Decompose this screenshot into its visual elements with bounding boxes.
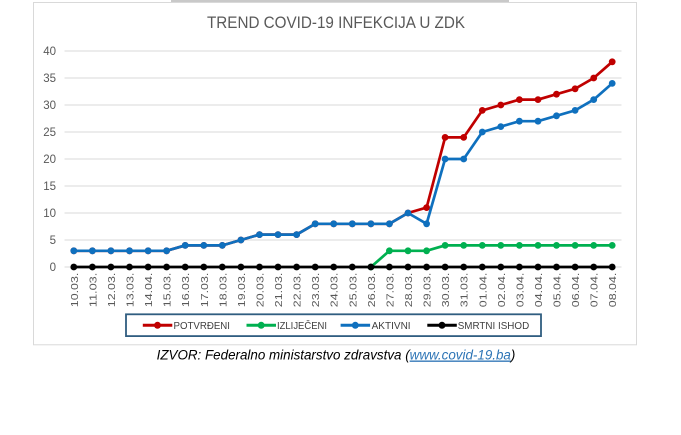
svg-text:SMRTNI ISHOD: SMRTNI ISHOD <box>458 320 530 332</box>
svg-text:29.03.: 29.03. <box>422 273 434 308</box>
svg-text:02.04.: 02.04. <box>496 273 508 308</box>
svg-text:15.03.: 15.03. <box>162 273 174 308</box>
svg-text:30: 30 <box>43 100 56 112</box>
svg-text:POTVRĐENI: POTVRĐENI <box>174 320 231 332</box>
svg-text:17.03.: 17.03. <box>199 273 211 308</box>
svg-text:21.03.: 21.03. <box>273 273 285 308</box>
svg-text:10: 10 <box>43 208 56 220</box>
svg-text:14.04.: 14.04. <box>143 273 155 308</box>
svg-text:15: 15 <box>43 181 56 193</box>
svg-text:25.03.: 25.03. <box>347 273 359 308</box>
svg-text:25: 25 <box>43 127 56 139</box>
svg-text:AKTIVNI: AKTIVNI <box>372 320 411 332</box>
svg-text:08.04.: 08.04. <box>607 273 619 308</box>
svg-text:01.04.: 01.04. <box>477 273 489 308</box>
svg-text:35: 35 <box>43 73 56 85</box>
svg-text:0: 0 <box>50 262 56 274</box>
svg-text:40: 40 <box>43 46 56 58</box>
svg-text:12.03.: 12.03. <box>106 273 118 308</box>
svg-text:IZVOR: Federalno ministarstvo: IZVOR: Federalno ministarstvo zdravstva … <box>157 348 516 363</box>
svg-text:27.03.: 27.03. <box>384 273 396 308</box>
svg-text:30.03.: 30.03. <box>440 273 452 308</box>
svg-text:31.03.: 31.03. <box>459 273 471 308</box>
svg-text:26.03.: 26.03. <box>366 273 378 308</box>
svg-text:16.03.: 16.03. <box>180 273 192 308</box>
svg-text:11.03.: 11.03. <box>87 273 99 308</box>
svg-text:19.03.: 19.03. <box>236 273 248 308</box>
svg-text:13.03.: 13.03. <box>125 273 137 308</box>
svg-text:5: 5 <box>50 235 56 247</box>
svg-text:TREND COVID-19 INFEKCIJA U ZDK: TREND COVID-19 INFEKCIJA U ZDK <box>207 13 466 32</box>
svg-text:22.03.: 22.03. <box>292 273 304 308</box>
svg-text:24.03.: 24.03. <box>329 273 341 308</box>
svg-text:10.03.: 10.03. <box>69 273 81 308</box>
svg-text:06.04.: 06.04. <box>570 273 582 308</box>
svg-text:05.04.: 05.04. <box>552 273 564 308</box>
svg-text:18.03.: 18.03. <box>217 273 229 308</box>
svg-text:20: 20 <box>43 154 56 166</box>
svg-text:03.04.: 03.04. <box>514 273 526 308</box>
svg-text:23.03.: 23.03. <box>310 273 322 308</box>
svg-text:04.04.: 04.04. <box>533 273 545 308</box>
svg-text:28.03.: 28.03. <box>403 273 415 308</box>
svg-text:20.03.: 20.03. <box>255 273 267 308</box>
svg-text:IZLIJEČENI: IZLIJEČENI <box>277 319 327 332</box>
svg-text:07.04.: 07.04. <box>589 273 601 308</box>
